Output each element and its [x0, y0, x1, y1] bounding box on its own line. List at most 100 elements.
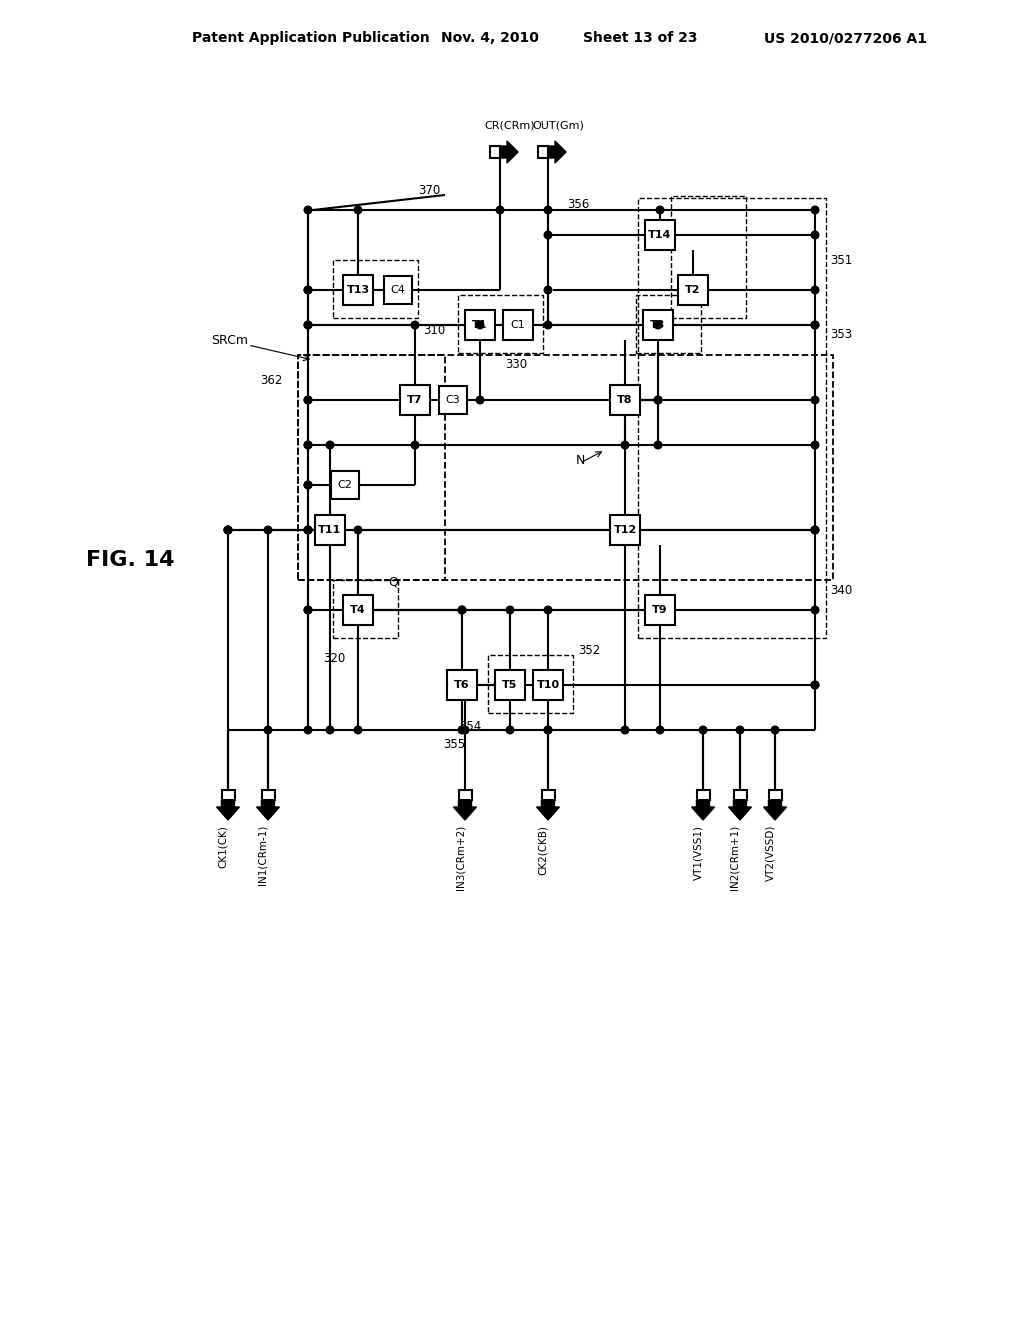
Bar	[333, 579, 398, 638]
Bar	[645, 220, 675, 249]
Circle shape	[304, 396, 311, 404]
Text: 370: 370	[418, 183, 440, 197]
Text: IN2(CRm+1): IN2(CRm+1)	[730, 825, 740, 890]
Bar	[490, 147, 500, 158]
Circle shape	[264, 726, 271, 734]
Bar	[384, 276, 412, 304]
Circle shape	[304, 606, 311, 614]
Bar	[439, 385, 467, 414]
Text: T11: T11	[318, 525, 342, 535]
Text: C2: C2	[338, 480, 352, 490]
Circle shape	[656, 206, 664, 214]
Bar	[331, 471, 359, 499]
Circle shape	[811, 286, 819, 294]
Bar	[459, 789, 471, 800]
Bar	[488, 655, 573, 713]
Text: T1: T1	[472, 319, 487, 330]
Circle shape	[544, 206, 552, 214]
Circle shape	[654, 441, 662, 449]
Polygon shape	[764, 800, 786, 820]
Text: IN3(CRm+2): IN3(CRm+2)	[455, 825, 465, 890]
Bar	[542, 789, 555, 800]
Bar	[768, 789, 781, 800]
Bar	[343, 595, 373, 624]
Text: T2: T2	[685, 285, 700, 294]
Circle shape	[811, 527, 819, 533]
Text: Patent Application Publication: Patent Application Publication	[193, 30, 430, 45]
Circle shape	[304, 606, 311, 614]
Bar	[538, 147, 548, 158]
Bar	[400, 385, 430, 414]
Circle shape	[544, 286, 552, 294]
Text: 330: 330	[505, 359, 527, 371]
Bar	[678, 275, 708, 305]
Text: 340: 340	[830, 583, 852, 597]
Text: T5: T5	[503, 680, 518, 690]
Circle shape	[654, 321, 662, 329]
Text: T8: T8	[617, 395, 633, 405]
Bar	[221, 789, 234, 800]
Polygon shape	[216, 800, 240, 820]
Text: 310: 310	[423, 323, 445, 337]
Circle shape	[304, 286, 311, 294]
Polygon shape	[454, 800, 476, 820]
Circle shape	[544, 321, 552, 329]
Bar	[610, 515, 640, 545]
Text: C4: C4	[390, 285, 406, 294]
Circle shape	[544, 231, 552, 239]
Bar	[465, 310, 495, 341]
Circle shape	[354, 206, 361, 214]
Circle shape	[544, 726, 552, 734]
Text: Q: Q	[388, 576, 398, 589]
Bar	[733, 789, 746, 800]
Text: T10: T10	[537, 680, 559, 690]
Polygon shape	[728, 800, 752, 820]
Text: T6: T6	[455, 680, 470, 690]
Circle shape	[458, 606, 466, 614]
Text: 351: 351	[830, 253, 852, 267]
Circle shape	[412, 321, 419, 329]
Bar	[458, 294, 543, 352]
Bar	[696, 789, 710, 800]
Circle shape	[327, 441, 334, 449]
Circle shape	[622, 441, 629, 449]
Circle shape	[327, 726, 334, 734]
Circle shape	[811, 206, 819, 214]
Bar	[671, 195, 746, 318]
Text: 352: 352	[578, 644, 600, 656]
Text: 362: 362	[261, 374, 283, 387]
Text: CK2(CKB): CK2(CKB)	[538, 825, 548, 875]
Circle shape	[506, 606, 514, 614]
Text: T7: T7	[408, 395, 423, 405]
Polygon shape	[256, 800, 280, 820]
Circle shape	[461, 726, 469, 734]
Polygon shape	[691, 800, 715, 820]
Text: IN1(CRm-1): IN1(CRm-1)	[258, 825, 268, 886]
Text: N: N	[575, 454, 585, 466]
Circle shape	[354, 726, 361, 734]
Bar	[645, 595, 675, 624]
Text: T14: T14	[648, 230, 672, 240]
Circle shape	[544, 726, 552, 734]
Circle shape	[656, 726, 664, 734]
Circle shape	[654, 396, 662, 404]
Circle shape	[264, 527, 271, 533]
Circle shape	[224, 527, 231, 533]
Circle shape	[736, 726, 743, 734]
Circle shape	[304, 482, 311, 488]
Circle shape	[304, 396, 311, 404]
Bar	[298, 355, 445, 579]
Circle shape	[811, 606, 819, 614]
Text: 356: 356	[567, 198, 589, 211]
Circle shape	[811, 231, 819, 239]
Circle shape	[497, 206, 504, 214]
Bar	[503, 310, 534, 341]
Text: CK1(CK): CK1(CK)	[218, 825, 228, 867]
Circle shape	[811, 396, 819, 404]
Circle shape	[458, 606, 466, 614]
Circle shape	[304, 206, 311, 214]
Circle shape	[476, 321, 483, 329]
Circle shape	[622, 726, 629, 734]
Circle shape	[654, 396, 662, 404]
Circle shape	[506, 726, 514, 734]
